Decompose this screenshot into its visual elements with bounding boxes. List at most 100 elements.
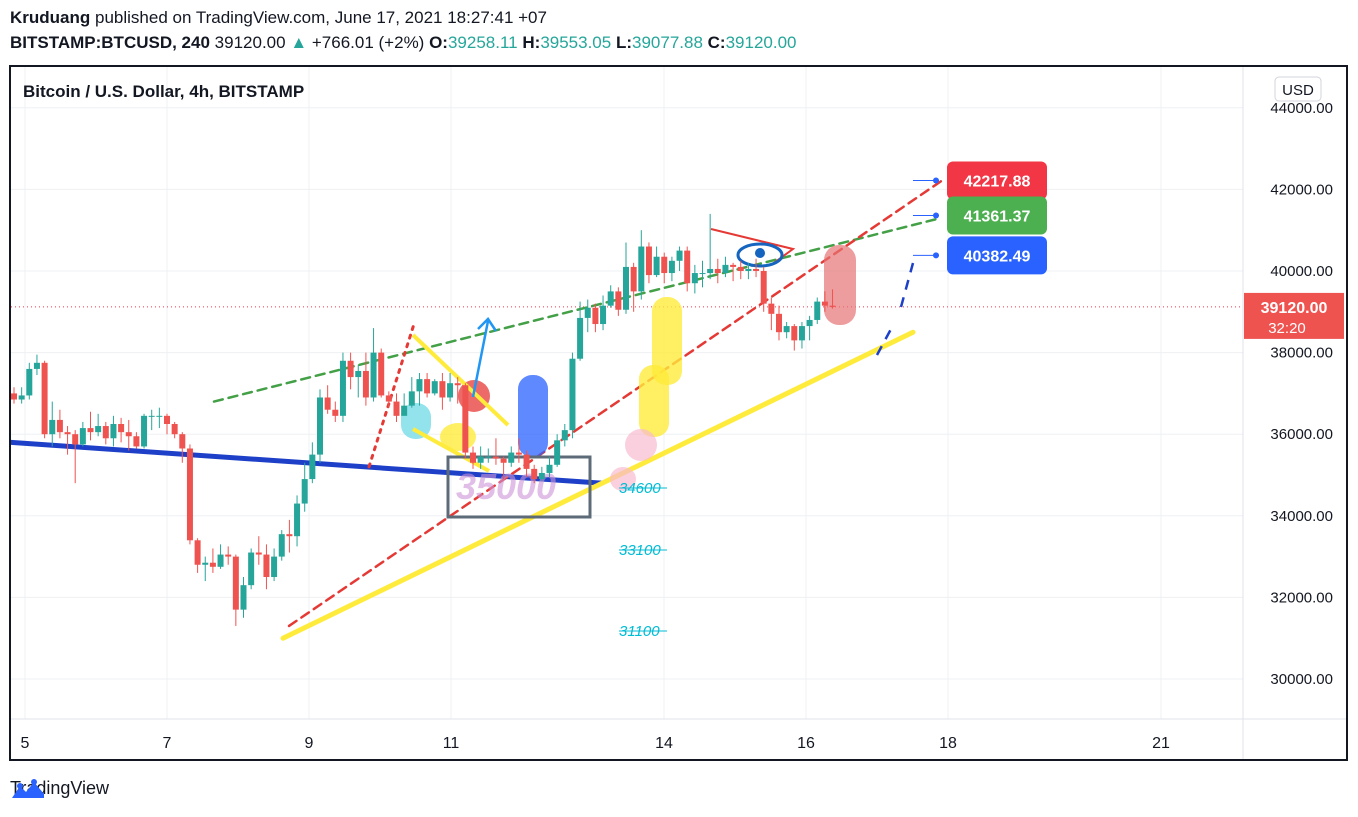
candle-body — [561, 430, 568, 441]
blue-trend-line — [11, 439, 604, 486]
footer: TradingView — [10, 778, 109, 799]
candle-body — [301, 479, 308, 504]
candle-body — [722, 264, 729, 274]
candle-body — [699, 273, 706, 275]
y-tick-label: 44000.00 — [1270, 100, 1333, 117]
eye-pupil — [755, 248, 765, 258]
y-tick-label: 32000.00 — [1270, 589, 1333, 606]
close-label: C: — [707, 33, 726, 52]
candle-body — [294, 503, 301, 537]
candle-body — [829, 305, 836, 307]
candle-body — [668, 260, 675, 274]
currency-box — [1274, 76, 1322, 102]
y-tick-label: 40000.00 — [1270, 263, 1333, 280]
tradingview-logo-icon — [12, 779, 44, 798]
price-chart[interactable]: Bitcoin / U.S. Dollar, 4h, BITSTAMP USD44… — [11, 67, 1346, 759]
x-tick-label: 16 — [797, 735, 815, 752]
blue-dashed-projection — [875, 262, 915, 356]
price-label-text: 42217.88 — [964, 174, 1031, 191]
candle-body — [202, 562, 209, 565]
candle-body — [630, 266, 637, 292]
yellow-highlight-2 — [652, 297, 682, 385]
candle-body — [33, 362, 40, 369]
high-label: H: — [522, 33, 541, 52]
candle-body — [102, 426, 109, 439]
last-price-label: 39120.00 — [1261, 300, 1328, 317]
candle-body — [11, 393, 17, 400]
candle-body — [531, 468, 538, 480]
candle-body — [271, 556, 278, 577]
x-tick-label: 18 — [939, 735, 957, 752]
candle-body — [378, 352, 385, 396]
price-label-text: 41361.37 — [964, 208, 1031, 225]
candle-body — [798, 326, 805, 341]
candle-body — [339, 360, 346, 416]
candle-body — [623, 266, 629, 310]
high-value: 39553.05 — [540, 33, 612, 52]
candle-body — [209, 562, 216, 567]
candle-body — [569, 358, 576, 431]
bar-countdown-label: 32:20 — [1268, 320, 1306, 337]
chart-frame[interactable]: Bitcoin / U.S. Dollar, 4h, BITSTAMP USD 44… — [9, 65, 1348, 761]
x-tick-label: 9 — [305, 735, 314, 752]
candle-body — [79, 428, 86, 445]
currency-label: USD — [1282, 82, 1314, 99]
yellow-support-line — [280, 329, 916, 641]
candle-body — [470, 452, 476, 463]
x-tick-label: 11 — [443, 735, 460, 752]
candle-body — [278, 534, 285, 557]
candle-body — [447, 383, 454, 398]
candle-body — [179, 434, 186, 449]
candle-body — [263, 554, 270, 577]
change-up-icon: ▲ — [290, 33, 308, 52]
candle-body — [141, 415, 148, 447]
candle-body — [653, 256, 660, 276]
publish-line: Kruduang published on TradingView.com, J… — [10, 8, 547, 28]
publisher-name[interactable]: Kruduang — [10, 8, 91, 27]
open-label: O: — [429, 33, 448, 52]
candle-body — [309, 454, 316, 480]
candle-body — [248, 552, 255, 586]
candle-body — [538, 472, 545, 480]
eye-icon — [736, 242, 784, 268]
close-value: 39120.00 — [725, 33, 797, 52]
candle-body — [661, 256, 668, 274]
candle-body — [49, 419, 56, 435]
candle-body — [745, 268, 752, 271]
candle-body — [584, 307, 591, 318]
candle-body — [439, 381, 446, 398]
candle-body — [72, 434, 79, 445]
candle-body — [324, 397, 331, 410]
ohlc-line: BITSTAMP:BTCUSD, 240 39120.00 ▲ +766.01 … — [10, 33, 797, 53]
candle-body — [385, 395, 392, 402]
candle-body — [684, 250, 691, 284]
candle-body — [408, 391, 415, 406]
candle-body — [500, 458, 507, 463]
candle-body — [148, 415, 155, 417]
y-tick-label: 34000.00 — [1270, 508, 1333, 525]
candle-body — [454, 383, 461, 386]
candle-body — [255, 552, 262, 555]
candle-body — [225, 554, 232, 557]
candle-body — [355, 370, 362, 378]
yellow-cross-line-2 — [412, 427, 490, 473]
candle-body — [171, 424, 178, 435]
candle-body — [546, 464, 553, 473]
candle-body — [714, 268, 721, 274]
candle-body — [645, 246, 652, 276]
price-label-dot — [933, 252, 939, 259]
y-tick-label: 38000.00 — [1270, 345, 1333, 362]
price-label-dot — [933, 177, 939, 184]
published-text: published on TradingView.com, June 17, 2… — [95, 8, 547, 27]
price-label-badge — [947, 196, 1047, 235]
candle-body — [370, 352, 377, 398]
candle-body — [768, 303, 775, 314]
candle-body — [41, 362, 48, 435]
candle-body — [485, 456, 492, 458]
candle-body — [638, 246, 645, 292]
change-text: +766.01 (+2%) — [311, 33, 425, 52]
chart-title: Bitcoin / U.S. Dollar, 4h, BITSTAMP — [23, 82, 304, 101]
candle-body — [615, 291, 622, 310]
price-label-badge — [947, 161, 1047, 200]
symbol-label: BITSTAMP:BTCUSD, 240 — [10, 33, 210, 52]
